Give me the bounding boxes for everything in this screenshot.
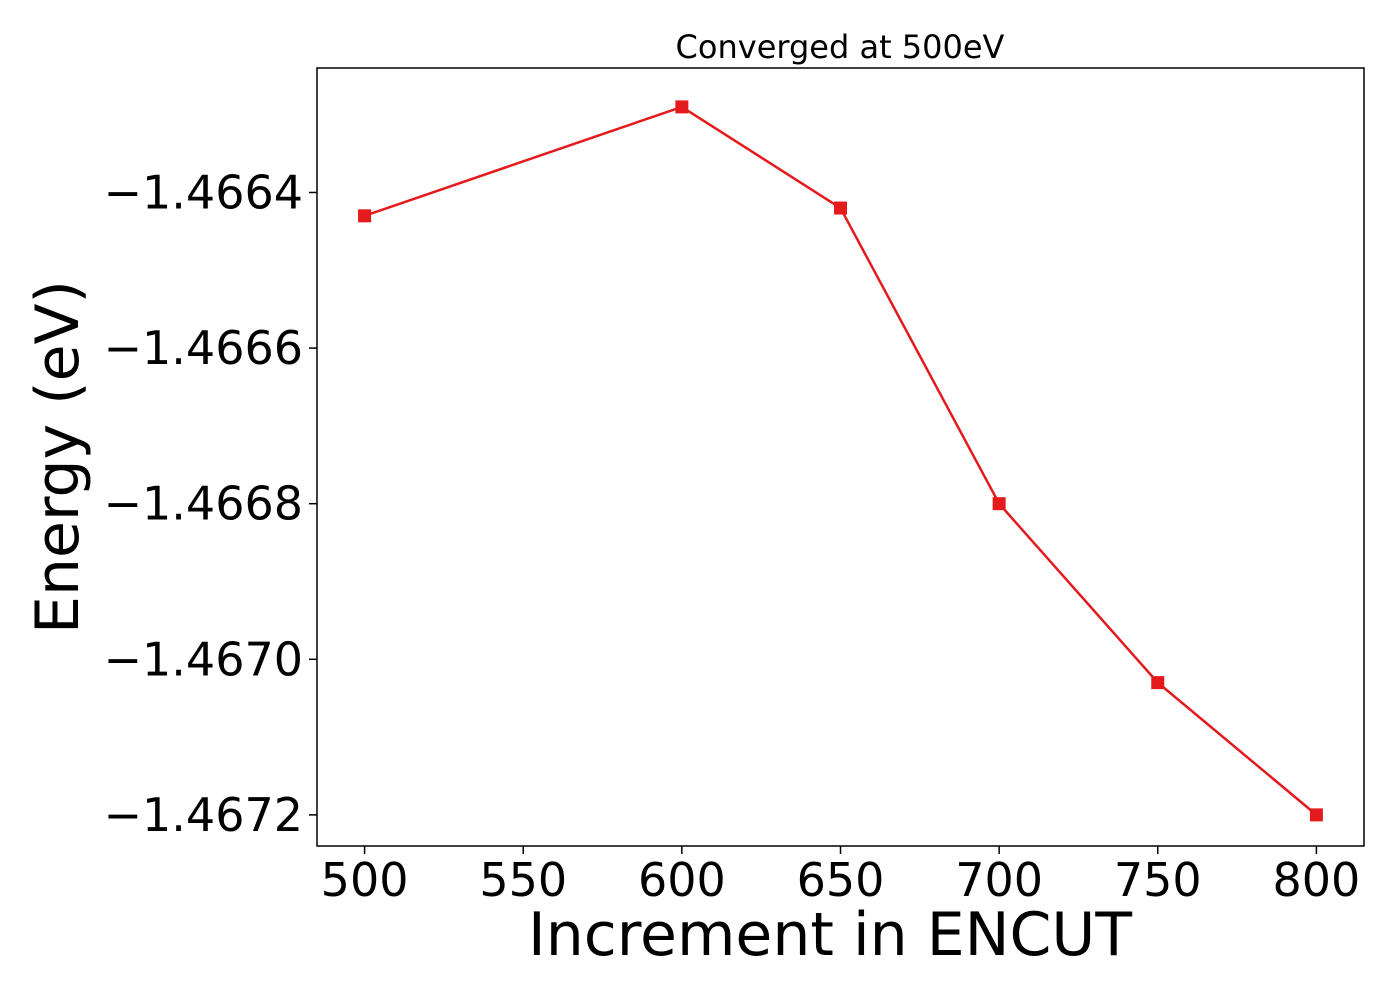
series-group — [358, 100, 1323, 822]
data-point-marker — [1309, 808, 1323, 822]
x-tick-label: 550 — [479, 853, 567, 907]
y-tick-label: −1.4670 — [104, 632, 304, 686]
data-point-marker — [834, 201, 847, 215]
y-tick-label: −1.4666 — [104, 321, 304, 375]
y-axis-label: Energy (eV) — [23, 280, 93, 634]
axes — [316, 67, 1365, 847]
x-axis-ticks: 500 550 600 650 700 750 800 — [321, 846, 1361, 907]
y-tick-label: −1.4664 — [104, 165, 304, 219]
x-tick-label: 600 — [638, 853, 726, 907]
data-point-marker — [358, 209, 372, 223]
x-axis-label: Increment in ENCUT — [528, 900, 1132, 970]
x-tick-label: 750 — [1114, 853, 1202, 907]
x-tick-label: 700 — [955, 853, 1043, 907]
y-tick-label: −1.4668 — [104, 477, 304, 531]
data-point-marker — [1151, 676, 1165, 690]
x-tick-label: 500 — [321, 853, 409, 907]
y-tick-label: −1.4672 — [104, 788, 304, 842]
plot-frame — [316, 67, 1365, 847]
chart-title: Converged at 500eV — [676, 28, 1005, 66]
series-line — [364, 105, 1318, 816]
y-axis-ticks: −1.4672 −1.4670 −1.4668 −1.4666 −1.4664 — [104, 165, 317, 842]
data-point-marker — [675, 100, 689, 114]
x-tick-label: 800 — [1273, 853, 1361, 907]
data-point-marker — [992, 497, 1006, 511]
x-tick-label: 650 — [797, 853, 885, 907]
